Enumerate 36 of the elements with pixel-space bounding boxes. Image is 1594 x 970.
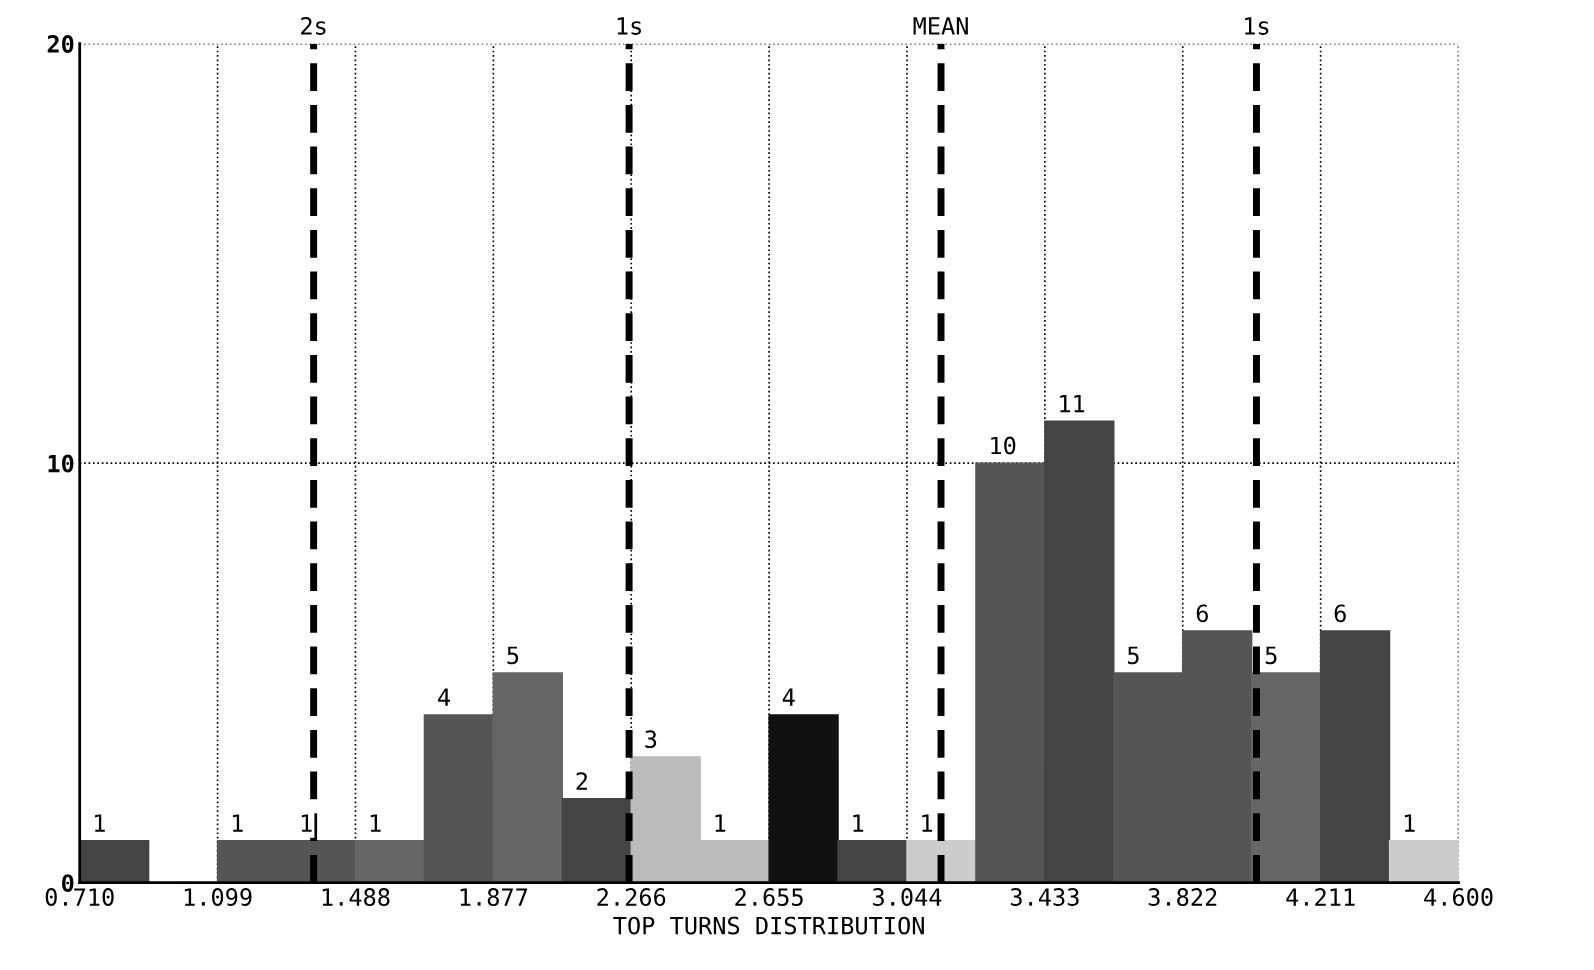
- data-label: 5: [507, 646, 519, 665]
- x-tick-label: 4.211: [1286, 888, 1355, 906]
- y-tick-label: 10: [48, 454, 74, 473]
- data-label: 2: [576, 772, 587, 790]
- x-tick-label: 3.044: [873, 888, 942, 906]
- data-label: 6: [1196, 604, 1208, 623]
- ref-line-label: 2s: [301, 17, 326, 35]
- data-label: 1: [853, 814, 864, 832]
- data-label: 11: [1060, 394, 1085, 413]
- data-label: 4: [782, 688, 795, 706]
- data-label: 1: [301, 814, 312, 832]
- data-label: 10: [991, 436, 1016, 455]
- data-label: 1: [1404, 814, 1415, 832]
- data-label: 1: [370, 814, 381, 832]
- data-label: 1: [95, 814, 105, 832]
- data-label: 5: [1127, 646, 1139, 665]
- ref-line-label: MEAN: [913, 17, 968, 35]
- x-tick-label: 1.488: [322, 888, 390, 906]
- ref-line-label: 1s: [1245, 17, 1269, 35]
- y-tick-label: 20: [47, 35, 74, 53]
- data-label: 5: [1265, 646, 1277, 665]
- x-tick-label: 1.877: [460, 888, 528, 906]
- data-label: 1: [922, 814, 933, 832]
- data-label: 6: [1334, 604, 1346, 623]
- x-tick-label: 3.433: [1010, 888, 1079, 906]
- data-label: 1: [232, 814, 243, 832]
- data-label: 3: [645, 730, 657, 749]
- data-label: 4: [438, 688, 450, 706]
- x-tick-label: 3.822: [1148, 888, 1217, 906]
- x-axis-title: TOP TURNS DISTRIBUTION: [613, 916, 924, 935]
- x-tick-label: 2.655: [735, 888, 803, 906]
- ref-line-label: 1s: [617, 17, 641, 35]
- x-tick-label: 4.600: [1424, 888, 1493, 906]
- data-label: 1: [715, 814, 726, 832]
- x-tick-label: 1.099: [184, 888, 252, 906]
- x-tick-label: 2.266: [597, 888, 666, 906]
